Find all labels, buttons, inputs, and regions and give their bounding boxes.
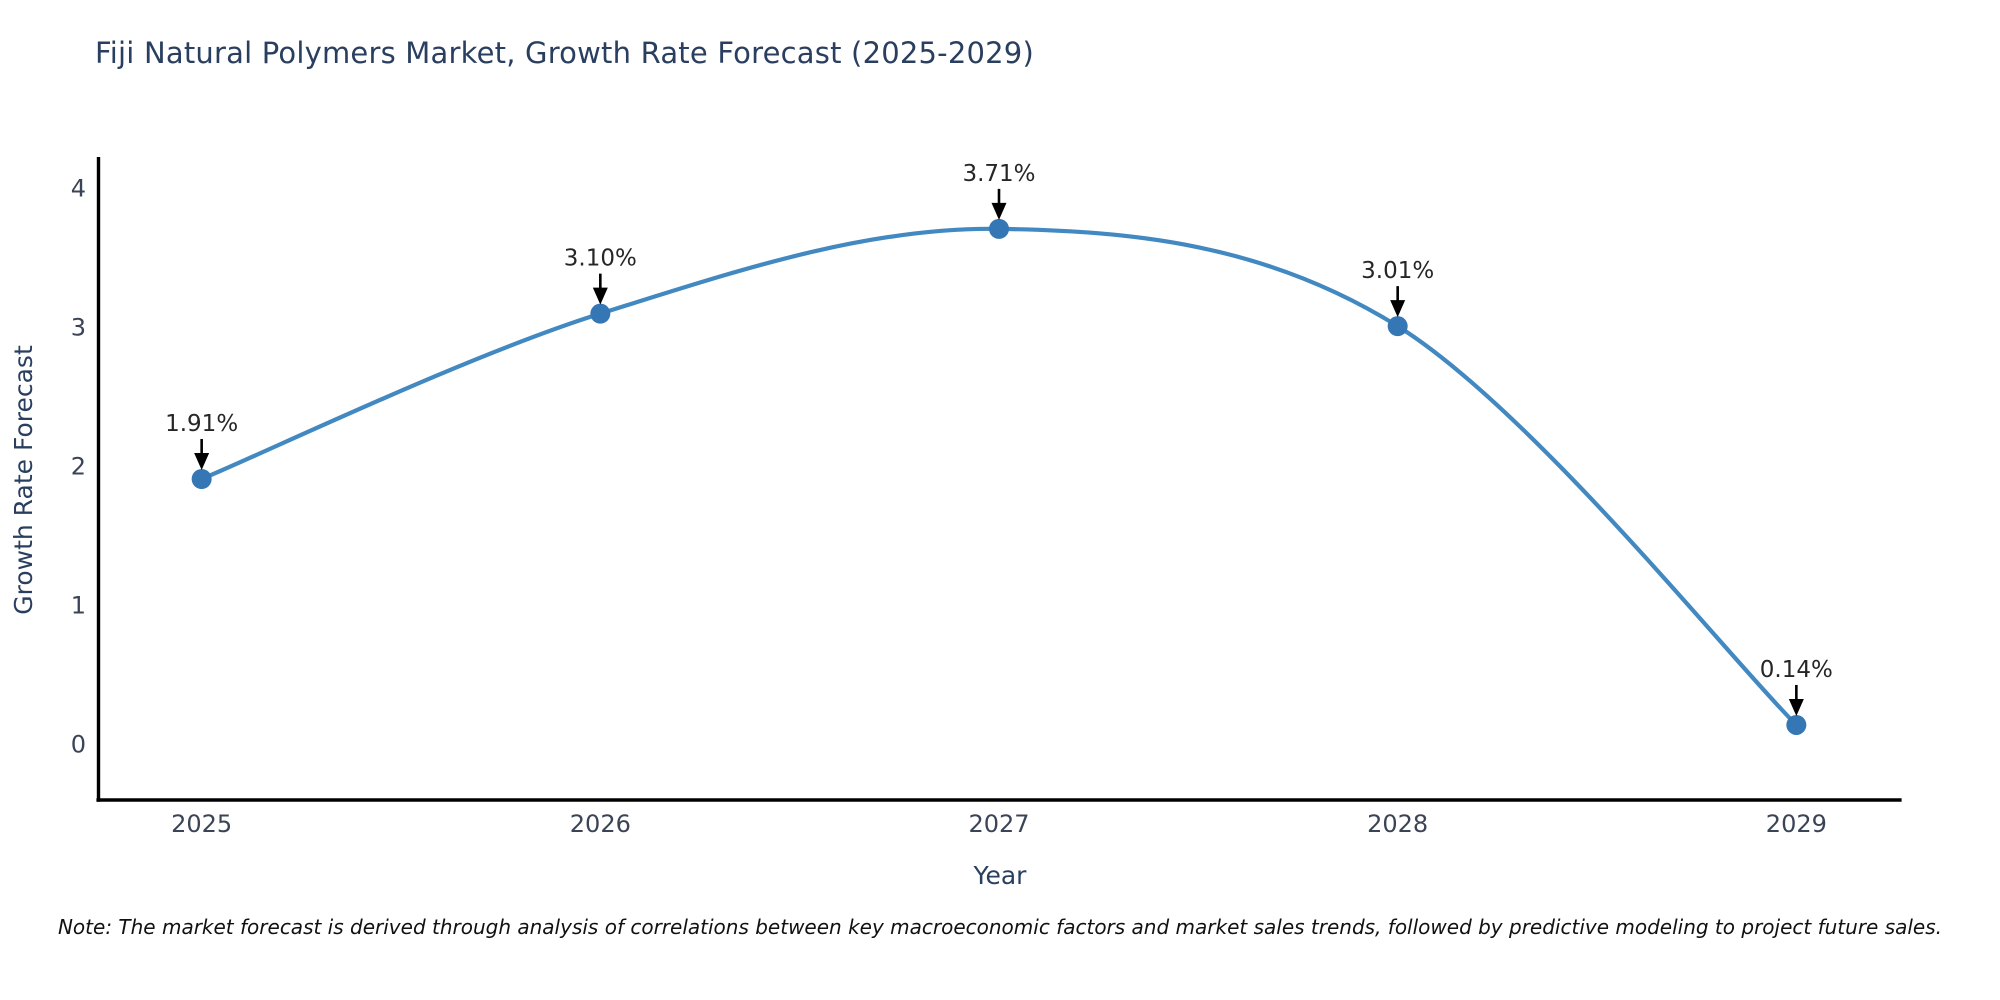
annotation-arrowhead [1390,300,1406,318]
annotation-label: 3.10% [564,246,637,272]
x-tick-label: 2027 [968,810,1029,838]
chart-title: Fiji Natural Polymers Market, Growth Rat… [95,36,1034,70]
annotation-label: 0.14% [1760,657,1833,683]
x-tick-label: 2026 [570,810,631,838]
data-point-marker [989,218,1009,239]
footnote: Note: The market forecast is derived thr… [57,915,1943,939]
y-axis-label: Growth Rate Forecast [9,345,38,615]
y-tick-label: 3 [71,314,86,342]
y-tick-label: 4 [71,175,86,203]
annotation-label: 1.91% [165,411,238,437]
annotation-arrowhead [194,453,210,470]
data-point-marker [191,469,212,489]
x-tick-label: 2028 [1367,810,1428,838]
annotation-arrowhead [1788,698,1804,716]
x-axis-label: Year [973,861,1028,890]
x-axis-tick-labels: 2025 2026 2027 2028 2029 [171,810,1827,838]
annotation-label: 3.01% [1361,258,1434,284]
y-tick-label: 0 [71,730,86,758]
y-tick-label: 1 [71,591,86,619]
data-point-marker [1786,714,1807,735]
annotation-arrowhead [991,202,1007,220]
line-series [191,218,1807,735]
x-tick-label: 2029 [1766,810,1827,838]
data-point-marker [590,303,611,324]
y-tick-label: 2 [71,452,86,480]
axis-spines [96,157,1902,802]
annotation-arrowhead [592,287,608,305]
forecast-line [199,226,1799,728]
point-annotations: 1.91% 3.10% 3.71% 3.01% 0.14% [165,161,1833,716]
annotation-label: 3.71% [962,161,1035,187]
data-point-marker [1387,316,1408,337]
x-tick-label: 2025 [171,810,232,838]
y-axis-tick-labels: 0 1 2 3 4 [71,175,86,759]
